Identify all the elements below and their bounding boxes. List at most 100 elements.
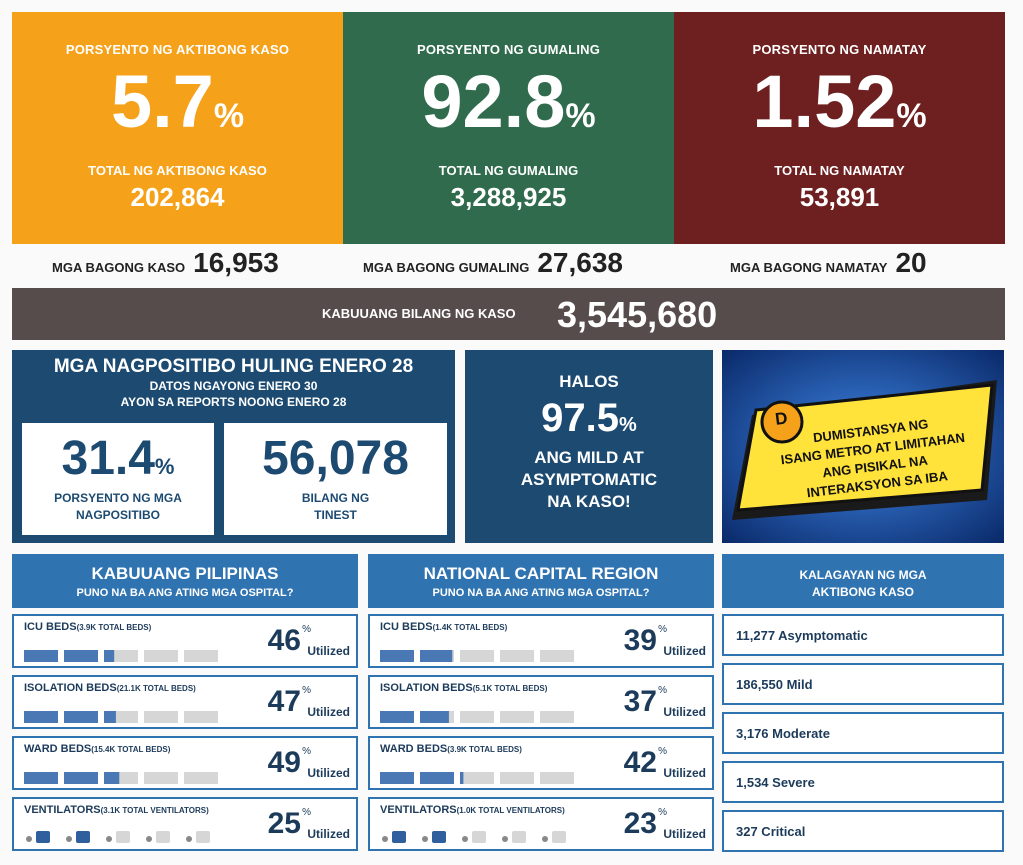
halos-label: HALOS xyxy=(559,372,619,391)
bed-icon-filled xyxy=(64,650,98,662)
utilization-bar xyxy=(24,650,218,662)
status-critical: 327 Critical xyxy=(722,810,1004,852)
bed-row-label: ISOLATION BEDS(21.1K TOTAL BEDS) xyxy=(24,682,196,694)
utilized-label: Utilized xyxy=(663,766,706,780)
bed-icon-filled xyxy=(420,650,453,662)
percent-sign: % xyxy=(658,685,667,696)
utilization-bar xyxy=(24,772,218,784)
new-deaths-label: MGA BAGONG NAMATAY xyxy=(730,260,888,275)
ventilator-stand-icon xyxy=(502,836,508,842)
utilization-value: 47 xyxy=(267,685,301,718)
ventilator-icon xyxy=(156,831,170,843)
percent-sign: % xyxy=(302,624,311,635)
utilization-bar xyxy=(380,772,574,784)
utilization-value: 37 xyxy=(623,685,657,718)
ph-hospital-header: KABUUANG PILIPINAS PUNO NA BA ANG ATING … xyxy=(12,554,358,608)
ventilator-stand-icon xyxy=(146,836,152,842)
bed-icon-filled xyxy=(24,772,58,784)
ncr-subtitle: PUNO NA BA ANG ATING MGA OSPITAL? xyxy=(432,587,650,599)
bed-icon-filled xyxy=(420,711,449,723)
utilized-label: Utilized xyxy=(307,644,350,658)
utilization-value: 49 xyxy=(267,746,301,779)
bed-row: ISOLATION BEDS(21.1K TOTAL BEDS) 47% Utili… xyxy=(12,675,358,729)
bed-icon-empty xyxy=(460,772,494,784)
percent-sign: % xyxy=(658,807,667,818)
bed-row: ICU BEDS(3.9K TOTAL BEDS) 46% Utilized xyxy=(12,614,358,668)
recovered-card: PORSYENTO NG GUMALING 92.8% TOTAL NG GUM… xyxy=(343,12,674,244)
ph-title: KABUUANG PILIPINAS xyxy=(91,564,279,583)
bed-icon-empty xyxy=(144,772,178,784)
bed-row-label: ISOLATION BEDS(5.1K TOTAL BEDS) xyxy=(380,682,548,694)
positivity-title: MGA NAGPOSITIBO HULING ENERO 28 xyxy=(53,356,414,377)
status-severe: 1,534 Severe xyxy=(722,761,1004,803)
utilization-value: 42 xyxy=(623,746,657,779)
percent-sign: % xyxy=(658,746,667,757)
bed-icon-filled xyxy=(24,711,58,723)
utilized-label: Utilized xyxy=(663,644,706,658)
utilization-bar xyxy=(380,711,574,723)
ventilator-icon xyxy=(392,831,406,843)
percent-sign: % xyxy=(658,624,667,635)
ventilator-icon xyxy=(512,831,526,843)
bed-icon-empty xyxy=(500,650,534,662)
recovered-total-value: 3,288,925 xyxy=(450,182,567,212)
ncr-title: NATIONAL CAPITAL REGION xyxy=(423,564,659,583)
positivity-rate-label: PORSYENTO NG MGA NAGPOSITIBO xyxy=(54,491,182,522)
bed-icon-filled xyxy=(64,711,98,723)
recovered-percent-label: PORSYENTO NG GUMALING xyxy=(416,42,601,57)
ncr-hospital-header: NATIONAL CAPITAL REGION PUNO NA BA ANG A… xyxy=(368,554,714,608)
bed-row-label: ICU BEDS(3.9K TOTAL BEDS) xyxy=(24,621,152,633)
bed-icon-empty xyxy=(460,650,494,662)
ventilator-icon xyxy=(472,831,486,843)
mild-asymptomatic-panel: HALOS 97.5% ANG MILD AT ASYMPTOMATIC NA KA… xyxy=(465,350,713,543)
deaths-total-value: 53,891 xyxy=(799,182,880,212)
positivity-sub2: AYON SA REPORTS NOONG ENERO 28 xyxy=(120,395,347,409)
positivity-rate-box: 31.4% PORSYENTO NG MGA NAGPOSITIBO xyxy=(22,423,214,535)
ventilator-stand-icon xyxy=(542,836,548,842)
bed-row-label: WARD BEDS(15.4K TOTAL BEDS) xyxy=(24,743,171,755)
new-deaths-value: 20 xyxy=(895,247,927,278)
positivity-panel: MGA NAGPOSITIBO HULING ENERO 28 DATOS NG… xyxy=(12,350,455,543)
bed-icon-empty xyxy=(144,711,178,723)
deaths-percent-value: 1.52% xyxy=(752,60,927,143)
positivity-rate: 31.4% xyxy=(61,432,175,485)
bed-row-label: ICU BEDS(1.4K TOTAL BEDS) xyxy=(380,621,508,633)
total-cases-label: KABUUANG BILANG NG KASO xyxy=(322,306,516,321)
utilization-value: 39 xyxy=(623,624,657,657)
utilized-label: Utilized xyxy=(307,827,350,841)
utilized-label: Utilized xyxy=(663,705,706,719)
bed-row: WARD BEDS(15.4K TOTAL BEDS) 49% Utilized xyxy=(12,736,358,790)
utilized-label: Utilized xyxy=(307,705,350,719)
ventilator-icon xyxy=(432,831,446,843)
utilization-bar xyxy=(382,831,566,843)
utilized-label: Utilized xyxy=(663,827,706,841)
ventilator-icon xyxy=(116,831,130,843)
ventilator-stand-icon xyxy=(106,836,112,842)
deaths-card: PORSYENTO NG NAMATAY 1.52% TOTAL NG NAMA… xyxy=(674,12,1005,244)
bed-icon-empty xyxy=(540,650,574,662)
ventilator-icon xyxy=(552,831,566,843)
bed-row: VENTILATORS(3.1K TOTAL VENTILATORS) 25% Ut… xyxy=(12,797,358,851)
new-recovered-value: 27,638 xyxy=(537,247,623,278)
active-total-label: TOTAL NG AKTIBONG KASO xyxy=(88,163,267,178)
bed-icon-filled xyxy=(104,772,120,784)
active-cases-card: PORSYENTO NG AKTIBONG KASO 5.7% TOTAL NG… xyxy=(12,12,343,244)
status-title1: KALAGAYAN NG MGA xyxy=(799,568,927,582)
bed-row: VENTILATORS(1.0K TOTAL VENTILATORS) 23% Ut… xyxy=(368,797,714,851)
ventilator-icon xyxy=(36,831,50,843)
status-moderate: 3,176 Moderate xyxy=(722,712,1004,754)
utilization-bar xyxy=(26,831,210,843)
bed-icon-filled xyxy=(64,772,98,784)
bed-row: WARD BEDS(3.9K TOTAL BEDS) 42% Utilized xyxy=(368,736,714,790)
utilized-label: Utilized xyxy=(307,766,350,780)
bed-row-label: VENTILATORS(1.0K TOTAL VENTILATORS) xyxy=(380,804,565,816)
bed-icon-empty xyxy=(540,711,574,723)
utilization-value: 25 xyxy=(267,807,301,840)
bed-icon-empty xyxy=(184,650,218,662)
status-header: KALAGAYAN NG MGA AKTIBONG KASO xyxy=(722,554,1004,608)
distancing-graphic xyxy=(722,350,1004,543)
bed-row: ICU BEDS(1.4K TOTAL BEDS) 39% Utilized xyxy=(368,614,714,668)
distancing-d-letter: D xyxy=(774,408,789,429)
bed-icon-filled xyxy=(380,650,414,662)
halos-value: 97.5% xyxy=(541,396,637,440)
